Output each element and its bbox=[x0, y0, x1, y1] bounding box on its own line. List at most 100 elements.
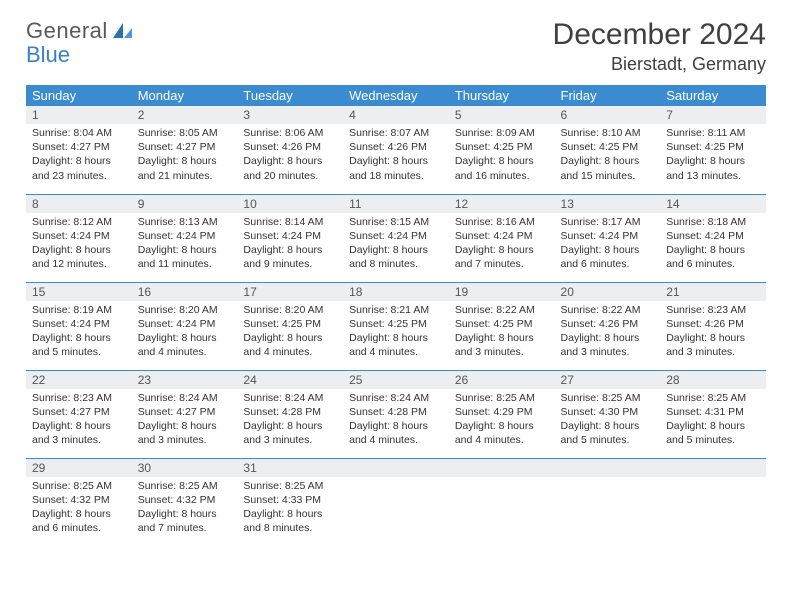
day-number: 30 bbox=[132, 459, 238, 477]
day-body: Sunrise: 8:07 AMSunset: 4:26 PMDaylight:… bbox=[343, 124, 449, 187]
sunset-line: Sunset: 4:24 PM bbox=[243, 229, 337, 243]
daylight-line: Daylight: 8 hours and 3 minutes. bbox=[243, 419, 337, 447]
calendar-cell: 24Sunrise: 8:24 AMSunset: 4:28 PMDayligh… bbox=[237, 370, 343, 458]
day-body: Sunrise: 8:11 AMSunset: 4:25 PMDaylight:… bbox=[660, 124, 766, 187]
day-body: Sunrise: 8:06 AMSunset: 4:26 PMDaylight:… bbox=[237, 124, 343, 187]
sunset-line: Sunset: 4:27 PM bbox=[138, 140, 232, 154]
day-number-empty bbox=[660, 459, 766, 477]
day-body: Sunrise: 8:17 AMSunset: 4:24 PMDaylight:… bbox=[555, 213, 661, 276]
sunrise-line: Sunrise: 8:16 AM bbox=[455, 215, 549, 229]
sunrise-line: Sunrise: 8:22 AM bbox=[561, 303, 655, 317]
day-body: Sunrise: 8:15 AMSunset: 4:24 PMDaylight:… bbox=[343, 213, 449, 276]
daylight-line: Daylight: 8 hours and 9 minutes. bbox=[243, 243, 337, 271]
sunrise-line: Sunrise: 8:17 AM bbox=[561, 215, 655, 229]
sunset-line: Sunset: 4:24 PM bbox=[32, 229, 126, 243]
sunset-line: Sunset: 4:26 PM bbox=[561, 317, 655, 331]
sunset-line: Sunset: 4:30 PM bbox=[561, 405, 655, 419]
daylight-line: Daylight: 8 hours and 6 minutes. bbox=[561, 243, 655, 271]
day-number: 8 bbox=[26, 195, 132, 213]
month-title: December 2024 bbox=[553, 18, 766, 52]
calendar-cell bbox=[449, 458, 555, 546]
sunrise-line: Sunrise: 8:24 AM bbox=[243, 391, 337, 405]
daylight-line: Daylight: 8 hours and 12 minutes. bbox=[32, 243, 126, 271]
sunrise-line: Sunrise: 8:12 AM bbox=[32, 215, 126, 229]
daylight-line: Daylight: 8 hours and 3 minutes. bbox=[32, 419, 126, 447]
daylight-line: Daylight: 8 hours and 13 minutes. bbox=[666, 154, 760, 182]
day-number: 21 bbox=[660, 283, 766, 301]
day-number: 14 bbox=[660, 195, 766, 213]
day-number: 7 bbox=[660, 106, 766, 124]
logo-blue: Blue bbox=[26, 42, 70, 68]
sunset-line: Sunset: 4:25 PM bbox=[666, 140, 760, 154]
day-body: Sunrise: 8:24 AMSunset: 4:27 PMDaylight:… bbox=[132, 389, 238, 452]
day-number: 13 bbox=[555, 195, 661, 213]
sunset-line: Sunset: 4:25 PM bbox=[561, 140, 655, 154]
calendar-cell: 19Sunrise: 8:22 AMSunset: 4:25 PMDayligh… bbox=[449, 282, 555, 370]
day-number: 27 bbox=[555, 371, 661, 389]
day-body: Sunrise: 8:22 AMSunset: 4:25 PMDaylight:… bbox=[449, 301, 555, 364]
day-number: 2 bbox=[132, 106, 238, 124]
day-number: 19 bbox=[449, 283, 555, 301]
sunrise-line: Sunrise: 8:07 AM bbox=[349, 126, 443, 140]
logo: General bbox=[26, 18, 134, 44]
weekday-tuesday: Tuesday bbox=[237, 85, 343, 106]
calendar-cell: 5Sunrise: 8:09 AMSunset: 4:25 PMDaylight… bbox=[449, 106, 555, 194]
sunset-line: Sunset: 4:31 PM bbox=[666, 405, 760, 419]
weekday-sunday: Sunday bbox=[26, 85, 132, 106]
calendar-row: 22Sunrise: 8:23 AMSunset: 4:27 PMDayligh… bbox=[26, 370, 766, 458]
day-number: 31 bbox=[237, 459, 343, 477]
day-body: Sunrise: 8:05 AMSunset: 4:27 PMDaylight:… bbox=[132, 124, 238, 187]
daylight-line: Daylight: 8 hours and 20 minutes. bbox=[243, 154, 337, 182]
daylight-line: Daylight: 8 hours and 4 minutes. bbox=[455, 419, 549, 447]
calendar-body: 1Sunrise: 8:04 AMSunset: 4:27 PMDaylight… bbox=[26, 106, 766, 546]
daylight-line: Daylight: 8 hours and 3 minutes. bbox=[666, 331, 760, 359]
calendar-cell: 17Sunrise: 8:20 AMSunset: 4:25 PMDayligh… bbox=[237, 282, 343, 370]
calendar-cell: 16Sunrise: 8:20 AMSunset: 4:24 PMDayligh… bbox=[132, 282, 238, 370]
calendar-cell: 3Sunrise: 8:06 AMSunset: 4:26 PMDaylight… bbox=[237, 106, 343, 194]
day-number-empty bbox=[555, 459, 661, 477]
calendar-cell: 25Sunrise: 8:24 AMSunset: 4:28 PMDayligh… bbox=[343, 370, 449, 458]
day-number: 22 bbox=[26, 371, 132, 389]
weekday-monday: Monday bbox=[132, 85, 238, 106]
day-number: 15 bbox=[26, 283, 132, 301]
weekday-thursday: Thursday bbox=[449, 85, 555, 106]
calendar-cell: 9Sunrise: 8:13 AMSunset: 4:24 PMDaylight… bbox=[132, 194, 238, 282]
day-number: 9 bbox=[132, 195, 238, 213]
day-body: Sunrise: 8:25 AMSunset: 4:32 PMDaylight:… bbox=[26, 477, 132, 540]
daylight-line: Daylight: 8 hours and 4 minutes. bbox=[138, 331, 232, 359]
daylight-line: Daylight: 8 hours and 8 minutes. bbox=[243, 507, 337, 535]
daylight-line: Daylight: 8 hours and 16 minutes. bbox=[455, 154, 549, 182]
calendar-cell: 30Sunrise: 8:25 AMSunset: 4:32 PMDayligh… bbox=[132, 458, 238, 546]
day-number: 4 bbox=[343, 106, 449, 124]
day-number: 18 bbox=[343, 283, 449, 301]
sunset-line: Sunset: 4:26 PM bbox=[349, 140, 443, 154]
day-number: 1 bbox=[26, 106, 132, 124]
sunrise-line: Sunrise: 8:20 AM bbox=[138, 303, 232, 317]
daylight-line: Daylight: 8 hours and 5 minutes. bbox=[666, 419, 760, 447]
sunset-line: Sunset: 4:33 PM bbox=[243, 493, 337, 507]
daylight-line: Daylight: 8 hours and 11 minutes. bbox=[138, 243, 232, 271]
calendar-row: 15Sunrise: 8:19 AMSunset: 4:24 PMDayligh… bbox=[26, 282, 766, 370]
calendar-table: Sunday Monday Tuesday Wednesday Thursday… bbox=[26, 85, 766, 546]
day-number: 6 bbox=[555, 106, 661, 124]
daylight-line: Daylight: 8 hours and 15 minutes. bbox=[561, 154, 655, 182]
daylight-line: Daylight: 8 hours and 23 minutes. bbox=[32, 154, 126, 182]
sunrise-line: Sunrise: 8:25 AM bbox=[455, 391, 549, 405]
weekday-wednesday: Wednesday bbox=[343, 85, 449, 106]
sunrise-line: Sunrise: 8:25 AM bbox=[666, 391, 760, 405]
day-body: Sunrise: 8:09 AMSunset: 4:25 PMDaylight:… bbox=[449, 124, 555, 187]
calendar-cell: 21Sunrise: 8:23 AMSunset: 4:26 PMDayligh… bbox=[660, 282, 766, 370]
calendar-cell: 13Sunrise: 8:17 AMSunset: 4:24 PMDayligh… bbox=[555, 194, 661, 282]
sunrise-line: Sunrise: 8:09 AM bbox=[455, 126, 549, 140]
day-number: 29 bbox=[26, 459, 132, 477]
day-body: Sunrise: 8:25 AMSunset: 4:31 PMDaylight:… bbox=[660, 389, 766, 452]
daylight-line: Daylight: 8 hours and 6 minutes. bbox=[32, 507, 126, 535]
day-body: Sunrise: 8:21 AMSunset: 4:25 PMDaylight:… bbox=[343, 301, 449, 364]
day-body: Sunrise: 8:18 AMSunset: 4:24 PMDaylight:… bbox=[660, 213, 766, 276]
sunrise-line: Sunrise: 8:24 AM bbox=[349, 391, 443, 405]
header: General December 2024 Bierstadt, Germany bbox=[26, 18, 766, 75]
calendar-cell: 31Sunrise: 8:25 AMSunset: 4:33 PMDayligh… bbox=[237, 458, 343, 546]
day-body: Sunrise: 8:10 AMSunset: 4:25 PMDaylight:… bbox=[555, 124, 661, 187]
day-body: Sunrise: 8:22 AMSunset: 4:26 PMDaylight:… bbox=[555, 301, 661, 364]
day-body: Sunrise: 8:20 AMSunset: 4:25 PMDaylight:… bbox=[237, 301, 343, 364]
